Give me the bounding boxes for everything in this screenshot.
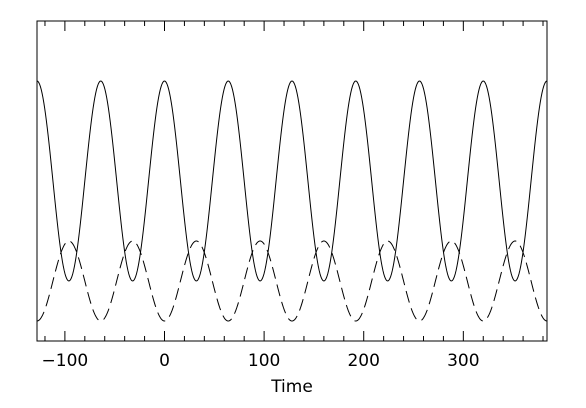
- series-line-dashed: [36, 240, 548, 322]
- plot-frame: [36, 20, 548, 342]
- axis-ticks: [44, 21, 544, 341]
- x-tick-label: 100: [248, 351, 280, 371]
- x-axis-label: Time: [270, 377, 313, 397]
- x-tick-label: −100: [42, 351, 89, 371]
- x-tick-labels: −100 0 100 200 300: [42, 351, 480, 371]
- x-tick-label: 200: [347, 351, 379, 371]
- x-tick-label: 0: [159, 351, 170, 371]
- series-layer: [36, 80, 548, 322]
- series-line-solid: [36, 80, 548, 282]
- x-tick-label: 300: [447, 351, 479, 371]
